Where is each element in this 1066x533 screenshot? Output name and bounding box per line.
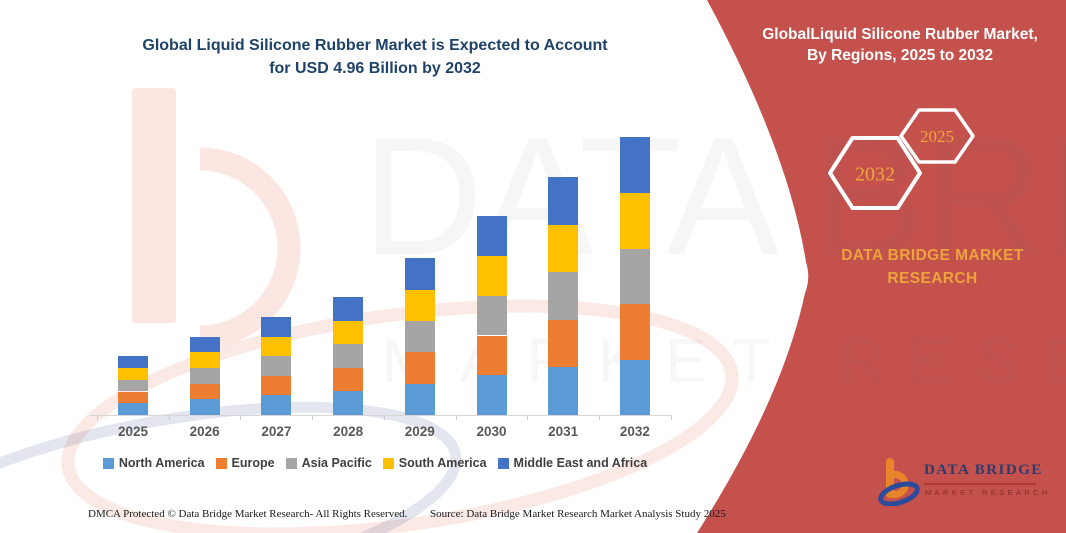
hexagon-2025-label: 2025: [920, 127, 954, 146]
footer-source: Source: Data Bridge Market Research Mark…: [430, 508, 726, 520]
legend-label-europe: Europe: [231, 456, 275, 470]
side-panel-title-line2: By Regions, 2025 to 2032: [806, 47, 994, 64]
legend-swatch-europe: [215, 457, 227, 469]
logo-tagline: MARKET RESEARCH: [925, 488, 1051, 497]
legend-swatch-north-america: [102, 457, 114, 469]
logo-underline: [924, 483, 1036, 485]
chart-title-line1: Global Liquid Silicone Rubber Market is …: [142, 37, 608, 54]
side-panel-brand-text: DATA BRIDGE MARKET RESEARCH: [780, 244, 1066, 290]
databridge-logo-icon: [878, 458, 920, 506]
legend-swatch-south-america: [382, 457, 394, 469]
chart-title: Global Liquid Silicone Rubber Market is …: [60, 34, 690, 80]
side-panel-title: GlobalLiquid Silicone Rubber Market, By …: [740, 24, 1060, 66]
side-panel-title-line1: GlobalLiquid Silicone Rubber Market,: [762, 26, 1038, 43]
chart-legend: North America Europe Asia Pacific South Ame…: [78, 456, 672, 470]
x-axis-line: [90, 415, 672, 416]
legend-label-middle-east-and-africa: Middle East and Africa: [513, 456, 648, 470]
brand-text-line2: RESEARCH: [887, 270, 978, 287]
hexagon-2025: [899, 108, 975, 164]
legend-item-middle-east-and-africa: Middle East and Africa: [497, 456, 648, 470]
brand-text-line1: DATA BRIDGE MARKET: [841, 247, 1024, 264]
legend-label-south-america: South America: [398, 456, 487, 470]
legend-item-europe: Europe: [215, 456, 275, 470]
legend-label-asia-pacific: Asia Pacific: [301, 456, 372, 470]
legend-item-south-america: South America: [382, 456, 487, 470]
hexagon-2032-label: 2032: [855, 163, 895, 186]
legend-item-north-america: North America: [102, 456, 205, 470]
legend-label-north-america: North America: [118, 456, 205, 470]
footer-copyright: DMCA Protected © Data Bridge Market Rese…: [88, 508, 408, 520]
legend-swatch-middle-east-and-africa: [497, 457, 509, 469]
legend-swatch-asia-pacific: [285, 457, 297, 469]
chart-title-line2: for USD 4.96 Billion by 2032: [269, 60, 481, 77]
legend-item-asia-pacific: Asia Pacific: [285, 456, 372, 470]
hexagon-2032: [828, 136, 922, 210]
logo-wordmark: DATA BRIDGE: [924, 462, 1043, 478]
